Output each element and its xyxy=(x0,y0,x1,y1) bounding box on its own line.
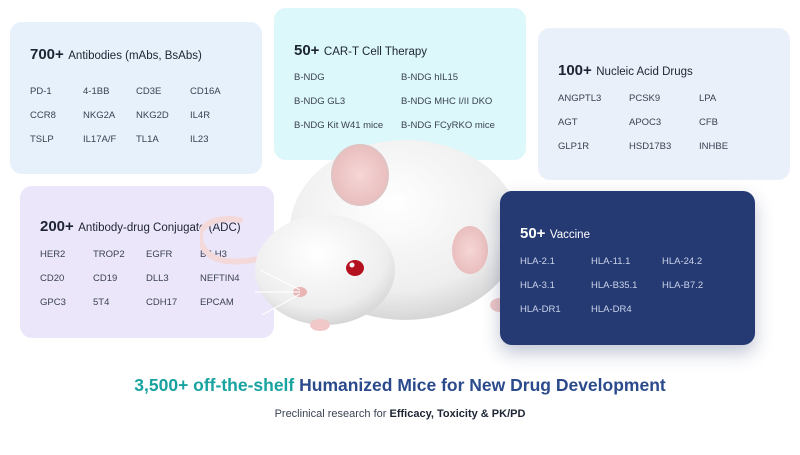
headline: 3,500+ off-the-shelf Humanized Mice for … xyxy=(0,375,800,396)
headline-part2: Humanized Mice for New Drug Development xyxy=(299,375,666,395)
list-item: CDH17 xyxy=(146,297,178,308)
list-item: B-NDG hIL15 xyxy=(401,72,459,83)
card-title: 50+ CAR-T Cell Therapy xyxy=(294,42,428,59)
list-item: PCSK9 xyxy=(629,93,661,104)
list-item: CD3E xyxy=(136,86,162,97)
list-item: IL17A/F xyxy=(83,134,117,145)
list-item: NKG2A xyxy=(83,110,116,121)
list-item: EPCAM xyxy=(200,297,234,308)
target-list: ANGPTL3 PCSK9 LPA AGT APOC3 CFB GLP1R HSD17B3 IN… xyxy=(558,93,759,153)
list-item: CD19 xyxy=(93,273,118,284)
list-item: HER2 xyxy=(40,249,66,260)
list-item: B-NDG MHC I/II DKO xyxy=(401,96,493,107)
list-item: DLL3 xyxy=(146,273,169,284)
target-list: HLA-2.1 HLA-11.1 HLA-24.2 HLA-3.1 HLA-B35.1 H… xyxy=(520,256,732,316)
white-mouse-image xyxy=(200,140,520,331)
list-item: AGT xyxy=(558,117,578,128)
subline-emphasis: Efficacy, Toxicity & PK/PD xyxy=(389,408,526,420)
subline-prefix: Preclinical research for xyxy=(274,408,390,420)
list-item: TSLP xyxy=(30,134,54,145)
list-item: 5T4 xyxy=(93,297,110,308)
list-item: CCR8 xyxy=(30,110,56,121)
card-antibodies: 700+ Antibodies (mAbs, BsAbs) PD-1 4-1BB C… xyxy=(10,22,262,174)
list-item: HLA-DR4 xyxy=(591,304,632,315)
list-item: CD20 xyxy=(40,273,65,284)
list-item: TL1A xyxy=(136,134,159,145)
list-item: GLP1R xyxy=(558,141,590,152)
list-item: HLA-DR1 xyxy=(520,304,561,315)
list-item: CD16A xyxy=(190,86,221,97)
list-item: B-NDG FCyRKO mice xyxy=(401,120,495,131)
card-nucleic-acid: 100+ Nucleic Acid Drugs ANGPTL3 PCSK9 LPA A… xyxy=(538,28,790,180)
list-item: CFB xyxy=(699,117,718,128)
list-item: LPA xyxy=(699,93,717,104)
list-item: HLA-B35.1 xyxy=(591,280,638,291)
list-item: APOC3 xyxy=(629,117,662,128)
list-item: EGFR xyxy=(146,249,173,260)
list-item: IL23 xyxy=(190,134,209,145)
list-item: HLA-B7.2 xyxy=(662,280,704,291)
card-vaccine: 50+ Vaccine HLA-2.1 HLA-11.1 HLA-24.2 HLA-3… xyxy=(500,191,755,345)
target-list: PD-1 4-1BB CD3E CD16A CCR8 NKG2A NKG2D IL4R TSLP… xyxy=(30,86,240,146)
list-item: NKG2D xyxy=(136,110,169,121)
model-list: B-NDG B-NDG hIL15 B-NDG GL3 B-NDG MHC I/II … xyxy=(294,72,521,132)
list-item: NEFTIN4 xyxy=(200,273,240,284)
list-item: HLA-3.1 xyxy=(520,280,555,291)
subline: Preclinical research for Efficacy, Toxic… xyxy=(0,408,800,420)
list-item: HSD17B3 xyxy=(629,141,672,152)
card-car-t: 50+ CAR-T Cell Therapy B-NDG B-NDG hIL15 B… xyxy=(274,8,526,160)
list-item: INHBE xyxy=(699,141,729,152)
list-item: HLA-11.1 xyxy=(591,256,631,267)
list-item: B-NDG Kit W41 mice xyxy=(294,120,384,131)
list-item: IL4R xyxy=(190,110,211,121)
card-title: 100+ Nucleic Acid Drugs xyxy=(558,62,693,79)
headline-part1: 3,500+ off-the-shelf xyxy=(134,375,300,395)
list-item: PD-1 xyxy=(30,86,52,97)
list-item: GPC3 xyxy=(40,297,66,308)
list-item: 4-1BB xyxy=(83,86,110,97)
list-item: B-NDG xyxy=(294,72,325,83)
list-item: B-NDG GL3 xyxy=(294,96,346,107)
list-item: ANGPTL3 xyxy=(558,93,602,104)
card-title: 50+ Vaccine xyxy=(520,225,590,242)
list-item: HLA-2.1 xyxy=(520,256,555,267)
list-item: TROP2 xyxy=(93,249,125,260)
list-item: HLA-24.2 xyxy=(662,256,703,267)
card-title: 700+ Antibodies (mAbs, BsAbs) xyxy=(30,46,202,63)
